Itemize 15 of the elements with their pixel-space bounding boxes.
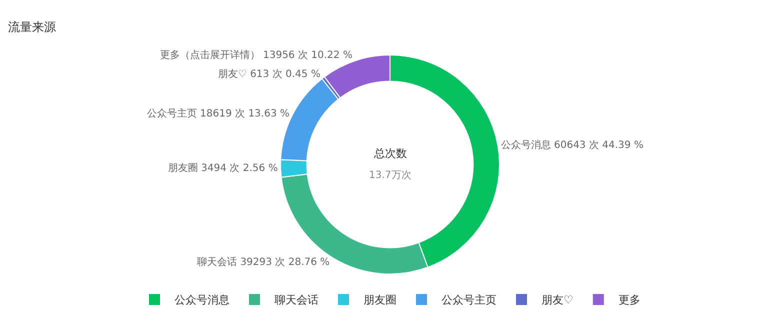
data-label: 朋友圈 3494 次 2.56 %: [168, 162, 278, 174]
text: 流量来源: [8, 20, 56, 34]
legend-label: 朋友♡: [542, 294, 574, 307]
legend-label: 更多: [618, 294, 640, 307]
legend-label: 朋友圈: [364, 294, 396, 307]
legend-label: 公众号主页: [442, 294, 496, 307]
data-label: 更多（点击展开详情） 13956 次 10.22 %: [160, 49, 352, 62]
text: 总次数: [373, 147, 407, 160]
data-label: 公众号消息 60643 次 44.39 %: [500, 139, 644, 152]
text: 13.7万次: [369, 170, 412, 181]
data-label: 朋友♡ 613 次 0.45 %: [218, 68, 320, 80]
data-label: 公众号主页 18619 次 13.63 %: [146, 107, 290, 120]
legend-label: 公众号消息: [174, 294, 230, 307]
data-label: 聊天会话 39293 次 28.76 %: [197, 256, 330, 268]
legend-label: 聊天会话: [274, 294, 318, 307]
